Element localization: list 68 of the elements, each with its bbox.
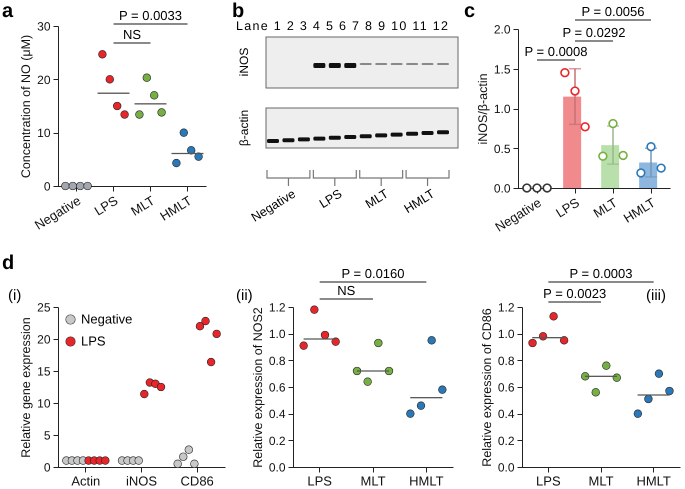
y-tick-label: 1.5 xyxy=(494,62,511,76)
y-tick-label: 0 xyxy=(44,460,51,474)
y-axis-title: Concentration of NO (μM) xyxy=(19,34,34,178)
text: P = 0.0033 xyxy=(118,8,182,23)
y-tick-label: 30 xyxy=(37,20,51,34)
y-tick-label: 0.0 xyxy=(498,460,515,474)
y-tick-label: 20 xyxy=(37,72,51,87)
y-axis-title: Relative expression of NOS2 xyxy=(250,307,265,468)
annotation: P = 0.0292 xyxy=(562,25,626,40)
y-tick-label: 0.0 xyxy=(268,460,286,474)
y-axis-title: Relative gene expression xyxy=(19,317,34,458)
y-tick-label: 10 xyxy=(37,396,51,410)
chart-title: d xyxy=(2,252,14,275)
y-tick-label: 20 xyxy=(37,332,51,346)
y-tick-label: 0.6 xyxy=(268,380,286,394)
y-tick-label: 0.4 xyxy=(268,407,286,422)
y-tick-label: 1.0 xyxy=(268,327,286,342)
y-tick-label: 0.2 xyxy=(268,434,286,448)
x-tick-label: HMLT xyxy=(636,474,671,488)
legend-label: LPS xyxy=(81,334,106,348)
annotation: NS xyxy=(122,27,142,42)
x-tick-label: LPS xyxy=(536,474,561,488)
y-tick-label: 0.0 xyxy=(494,182,511,196)
annotation: P = 0.0008 xyxy=(524,44,588,59)
x-tick-label: MLT xyxy=(588,474,614,488)
x-tick-label: HMLT xyxy=(409,474,444,488)
y-axis-title: iNOS/β-actin xyxy=(476,73,490,145)
text: NS xyxy=(337,283,356,298)
x-tick-label: LPS xyxy=(553,194,582,221)
y-tick-label: 0.8 xyxy=(268,354,286,368)
x-tick-label: CD86 xyxy=(180,474,214,488)
y-tick-label: 1.0 xyxy=(498,327,515,342)
x-tick-label: MLT xyxy=(128,192,158,219)
chart-title: (iii) xyxy=(646,287,666,304)
y-tick-label: 0.8 xyxy=(498,354,515,368)
y-tick-label: 1.2 xyxy=(498,300,515,314)
y-tick-label: 1.0 xyxy=(494,102,511,116)
chart-title: (ii) xyxy=(236,287,253,304)
x-tick-label: Actin xyxy=(71,474,100,488)
chart-title: c xyxy=(464,0,476,23)
text: P = 0.0056 xyxy=(581,4,645,19)
y-tick-label: 0.6 xyxy=(498,380,515,394)
y-tick-label: 1.2 xyxy=(268,300,286,314)
text: β-actin xyxy=(237,110,251,146)
text: iNOS xyxy=(237,48,251,76)
x-tick-label: LPS xyxy=(307,474,332,488)
chart-title: a xyxy=(2,0,14,23)
text: b xyxy=(232,0,244,22)
x-tick-label: MLT xyxy=(360,474,386,488)
text: P = 0.0160 xyxy=(341,266,405,281)
y-tick-label: 0.5 xyxy=(494,142,511,156)
y-tick-label: 10 xyxy=(37,126,51,140)
y-tick-label: 0.2 xyxy=(498,434,515,448)
text: Lane 1 2 3 4 5 6 7 8 9 10 11 12 xyxy=(236,19,448,33)
text: P = 0.0003 xyxy=(569,266,633,281)
y-axis-title: Relative expression of CD86 xyxy=(480,308,494,467)
y-tick-label: 25 xyxy=(37,300,51,314)
x-tick-label: LPS xyxy=(92,192,121,219)
y-tick-label: 2.0 xyxy=(494,22,511,36)
x-tick-label: iNOS xyxy=(126,474,158,488)
x-tick-label: MLT xyxy=(590,194,620,221)
y-tick-label: 0.4 xyxy=(498,407,515,422)
chart-subtitle: (i) xyxy=(8,287,22,304)
legend-label: Negative xyxy=(81,312,132,326)
text: P = 0.0023 xyxy=(543,286,606,301)
y-tick-label: 0 xyxy=(44,180,51,194)
y-tick-label: 15 xyxy=(37,364,51,378)
y-tick-label: 5 xyxy=(44,428,51,442)
